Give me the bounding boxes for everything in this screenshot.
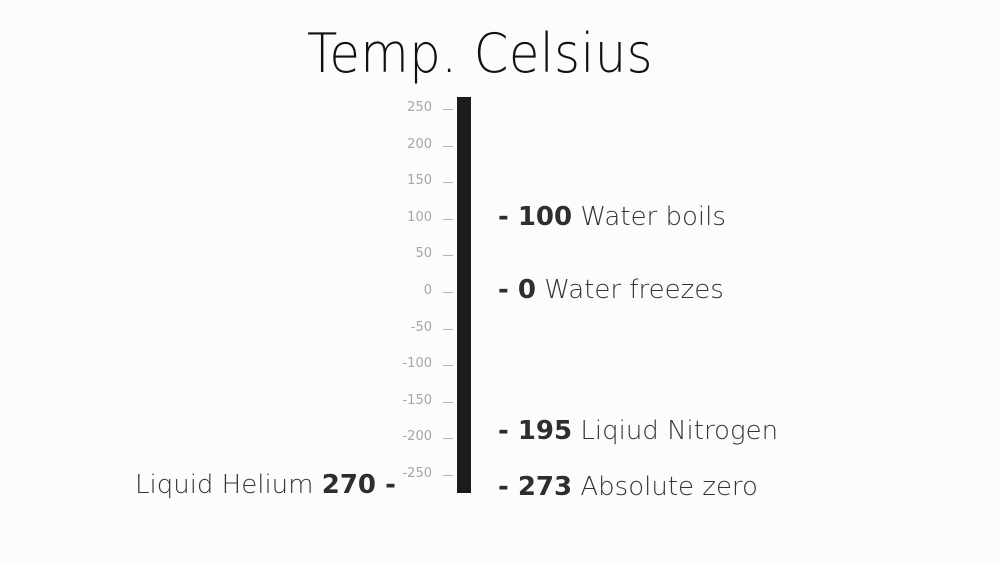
- tick-mark: [443, 109, 453, 110]
- annotation-value: 270 -: [321, 470, 396, 500]
- annotation-value: - 0: [498, 275, 536, 305]
- annotation-label: Water freezes: [544, 275, 724, 305]
- tick-mark: [443, 438, 453, 440]
- diagram-title: Temp. Celsius: [306, 22, 654, 85]
- annotation-label: Liqiud Nitrogen: [580, 416, 779, 446]
- tick-mark: [443, 475, 453, 476]
- tick-label: -150: [402, 392, 432, 408]
- annotation-value: - 273: [498, 472, 573, 502]
- tick-mark: [443, 182, 453, 184]
- annotation-water-freezes: - 0 Water freezes: [498, 275, 724, 305]
- annotation-absolute-zero: - 273 Absolute zero: [498, 472, 758, 502]
- annotation-label: Water boils: [580, 202, 726, 232]
- tick-mark: [443, 328, 453, 330]
- tick-label: 0: [423, 283, 432, 298]
- annotation-label: Liquid Helium: [135, 470, 314, 500]
- tick-label: -100: [402, 356, 432, 372]
- tick-mark: [443, 365, 453, 367]
- tick-label: 50: [415, 246, 432, 262]
- annotation-liquid-helium: Liquid Helium 270 -: [135, 470, 396, 500]
- annotation-label: Absolute zero: [580, 472, 758, 502]
- tick-label: -50: [410, 319, 432, 335]
- tick-label: -250: [402, 466, 432, 481]
- tick-label: 200: [407, 136, 432, 152]
- tick-mark: [443, 145, 453, 147]
- tick-mark: [443, 292, 453, 293]
- tick-label: -200: [402, 429, 432, 445]
- annotation-water-boils: - 100 Water boils: [498, 202, 726, 232]
- annotation-value: - 100: [498, 202, 573, 232]
- annotation-value: - 195: [498, 416, 573, 446]
- tick-mark: [443, 218, 453, 220]
- annotation-liquid-nitrogen: - 195 Liqiud Nitrogen: [498, 416, 778, 446]
- tick-label: 150: [407, 173, 432, 189]
- tick-mark: [443, 401, 453, 403]
- tick-mark: [443, 255, 453, 257]
- tick-label: 250: [407, 100, 432, 115]
- thermometer-bar: [457, 97, 471, 493]
- tick-label: 100: [407, 209, 432, 225]
